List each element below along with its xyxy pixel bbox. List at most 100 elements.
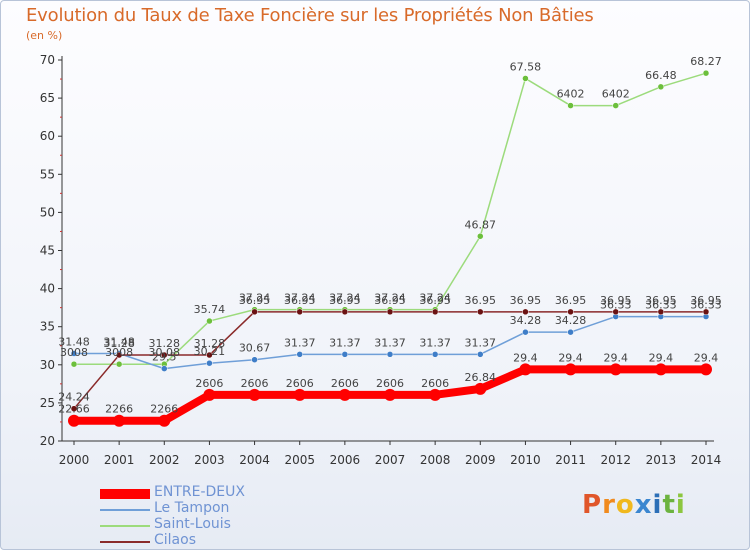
data-point xyxy=(70,350,78,357)
data-label: 2606 xyxy=(241,377,269,390)
data-point xyxy=(296,308,303,316)
chart-title: Evolution du Taux de Taxe Foncière sur l… xyxy=(26,5,594,26)
data-label: 36.95 xyxy=(510,294,542,307)
data-label: 29.4 xyxy=(603,351,628,364)
data-label: 36.95 xyxy=(374,294,406,307)
data-label: 68.27 xyxy=(690,55,722,68)
data-label: 30.08 xyxy=(149,346,181,359)
legend-label: ENTRE-DEUX xyxy=(154,484,245,500)
data-point xyxy=(477,308,484,316)
legend-label: Le Tampon xyxy=(154,500,230,516)
data-point xyxy=(161,365,168,372)
legend-label: Saint-Louis xyxy=(154,516,231,532)
data-point xyxy=(429,388,442,401)
legend-item: Le Tampon xyxy=(100,500,340,518)
y-tick-label: 60 xyxy=(40,129,55,143)
data-point xyxy=(341,308,349,316)
data-point xyxy=(564,363,577,376)
data-label: 37.24 xyxy=(239,292,271,305)
y-tick-label: 50 xyxy=(40,205,55,219)
legend-swatch xyxy=(100,541,150,543)
x-tick-label: 2014 xyxy=(691,453,722,467)
data-point xyxy=(251,356,258,363)
data-point xyxy=(70,360,78,368)
data-point xyxy=(609,363,622,376)
y-tick-label: 30 xyxy=(40,358,55,372)
data-label: 36.95 xyxy=(239,294,271,307)
x-tick-label: 2003 xyxy=(194,453,225,467)
series-line-saint-louis xyxy=(74,72,707,365)
data-label: 2266 xyxy=(105,403,133,416)
data-point xyxy=(296,351,303,358)
data-point xyxy=(293,388,306,401)
data-label: 2606 xyxy=(286,377,314,390)
logo-letter: i xyxy=(652,490,663,520)
x-tick-label: 2006 xyxy=(330,453,361,467)
data-label: 36.33 xyxy=(690,299,722,312)
data-point xyxy=(700,363,712,376)
y-tick-label: 25 xyxy=(40,396,55,410)
y-tick-label: 45 xyxy=(40,244,55,258)
data-point xyxy=(431,308,439,316)
data-point xyxy=(702,308,710,316)
data-label: 35.74 xyxy=(194,303,226,316)
data-point xyxy=(161,351,168,359)
data-label: 31.28 xyxy=(194,337,226,350)
data-label: 36.95 xyxy=(690,294,722,307)
data-label: 31.37 xyxy=(329,336,361,349)
y-tick-label: 55 xyxy=(40,167,55,181)
data-label: 2606 xyxy=(376,377,404,390)
data-point xyxy=(70,405,78,412)
data-point xyxy=(431,351,439,358)
data-label: 66.48 xyxy=(645,69,677,82)
data-point xyxy=(657,308,665,316)
x-tick-label: 2008 xyxy=(420,453,451,467)
y-tick-label: 35 xyxy=(40,320,55,334)
data-label: 26.84 xyxy=(465,371,497,384)
legend-swatch xyxy=(100,509,150,511)
data-label: 3008 xyxy=(60,346,88,359)
x-tick-label: 2012 xyxy=(600,453,631,467)
data-point xyxy=(68,414,80,427)
data-point xyxy=(477,233,484,240)
data-point xyxy=(341,351,349,358)
data-point xyxy=(115,351,123,359)
data-point xyxy=(477,351,484,358)
data-label: 2266 xyxy=(150,403,178,416)
data-point xyxy=(519,363,532,376)
data-point xyxy=(612,102,619,109)
data-label: 29.4 xyxy=(513,351,538,364)
data-point xyxy=(206,359,213,367)
data-label: 29.4 xyxy=(694,351,719,364)
data-point xyxy=(522,328,529,336)
data-label: 36.95 xyxy=(465,294,497,307)
logo-letter: r xyxy=(602,490,616,520)
y-tick-label: 65 xyxy=(40,91,55,105)
legend-item: Saint-Louis xyxy=(100,516,340,534)
data-point xyxy=(158,414,171,427)
data-label: 31.37 xyxy=(284,336,316,349)
data-label: 36.33 xyxy=(600,299,632,312)
logo-letter: o xyxy=(615,490,635,520)
data-point xyxy=(567,328,574,336)
x-tick-label: 2009 xyxy=(465,453,496,467)
logo-letter: i xyxy=(675,490,686,520)
data-point xyxy=(654,363,667,376)
data-point xyxy=(338,388,351,401)
data-label: 46.87 xyxy=(465,218,497,231)
data-point xyxy=(206,351,213,359)
x-tick-label: 2010 xyxy=(510,453,541,467)
data-label: 36.95 xyxy=(329,294,361,307)
x-tick-label: 2004 xyxy=(239,453,270,467)
data-label: 36.95 xyxy=(284,294,316,307)
data-label: 30.67 xyxy=(239,342,271,355)
data-point xyxy=(384,388,396,401)
data-label: 29.5 xyxy=(152,351,177,364)
proxiti-logo: Proxiti xyxy=(582,490,686,520)
logo-letter: t xyxy=(662,490,676,520)
data-point xyxy=(113,414,126,427)
data-label: 3008 xyxy=(105,346,133,359)
x-tick-label: 2007 xyxy=(375,453,406,467)
